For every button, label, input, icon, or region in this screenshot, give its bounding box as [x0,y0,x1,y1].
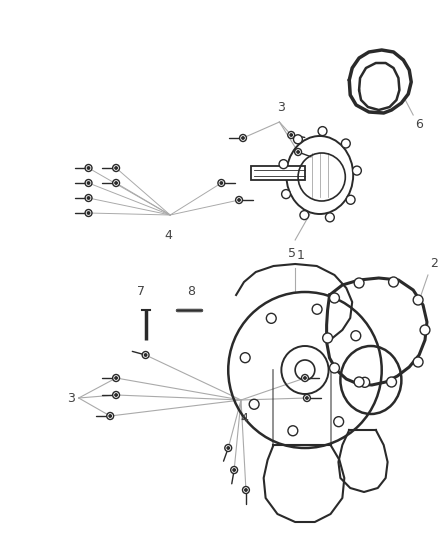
Circle shape [354,278,364,288]
Text: 3: 3 [67,392,75,405]
Circle shape [325,213,334,222]
Circle shape [282,190,290,199]
Circle shape [301,375,308,382]
Circle shape [85,165,92,172]
Circle shape [360,377,370,387]
Circle shape [341,139,350,148]
Circle shape [279,160,288,168]
Circle shape [290,134,293,136]
Circle shape [351,331,361,341]
Text: 2: 2 [430,257,438,270]
Circle shape [113,165,120,172]
Text: 4: 4 [164,229,172,242]
Circle shape [107,413,113,419]
Circle shape [387,377,396,387]
Circle shape [113,392,120,399]
Circle shape [293,135,302,144]
Circle shape [87,167,90,169]
Circle shape [115,167,117,169]
Circle shape [306,397,308,399]
Circle shape [231,466,237,473]
Text: 1: 1 [297,249,305,262]
Text: 6: 6 [415,118,423,131]
Text: 5: 5 [288,247,296,260]
FancyBboxPatch shape [251,166,305,180]
Circle shape [297,151,299,153]
Circle shape [249,399,259,409]
Circle shape [115,182,117,184]
Circle shape [300,211,309,220]
Text: 7: 7 [137,285,145,298]
Text: 4: 4 [240,412,248,425]
Circle shape [304,377,306,379]
Circle shape [295,149,301,156]
Circle shape [85,195,92,201]
Circle shape [115,377,117,379]
Circle shape [218,180,225,187]
Circle shape [413,295,423,305]
Circle shape [142,351,149,359]
Circle shape [346,195,355,204]
Circle shape [312,304,322,314]
Circle shape [113,375,120,382]
Circle shape [85,209,92,216]
Circle shape [87,197,90,199]
Circle shape [227,447,230,449]
Circle shape [288,132,295,139]
Circle shape [334,417,343,427]
Circle shape [354,377,364,387]
Circle shape [220,182,223,184]
Circle shape [242,137,244,139]
Circle shape [85,180,92,187]
Circle shape [115,394,117,396]
Circle shape [109,415,111,417]
Text: 8: 8 [187,285,195,298]
Circle shape [145,354,147,356]
Circle shape [304,394,311,401]
Circle shape [225,445,232,451]
Circle shape [236,197,243,204]
Circle shape [329,293,339,303]
Circle shape [329,363,339,373]
Circle shape [413,357,423,367]
Circle shape [288,426,298,436]
Circle shape [113,180,120,187]
Circle shape [323,333,332,343]
Text: 3: 3 [277,101,285,114]
Circle shape [87,182,90,184]
Circle shape [318,127,327,135]
Circle shape [353,166,361,175]
Circle shape [389,277,399,287]
Circle shape [240,353,250,362]
Circle shape [420,325,430,335]
Circle shape [243,487,249,494]
Circle shape [245,489,247,491]
Circle shape [240,134,247,141]
Circle shape [266,313,276,324]
Circle shape [238,199,240,201]
Circle shape [233,469,235,471]
Circle shape [87,212,90,214]
